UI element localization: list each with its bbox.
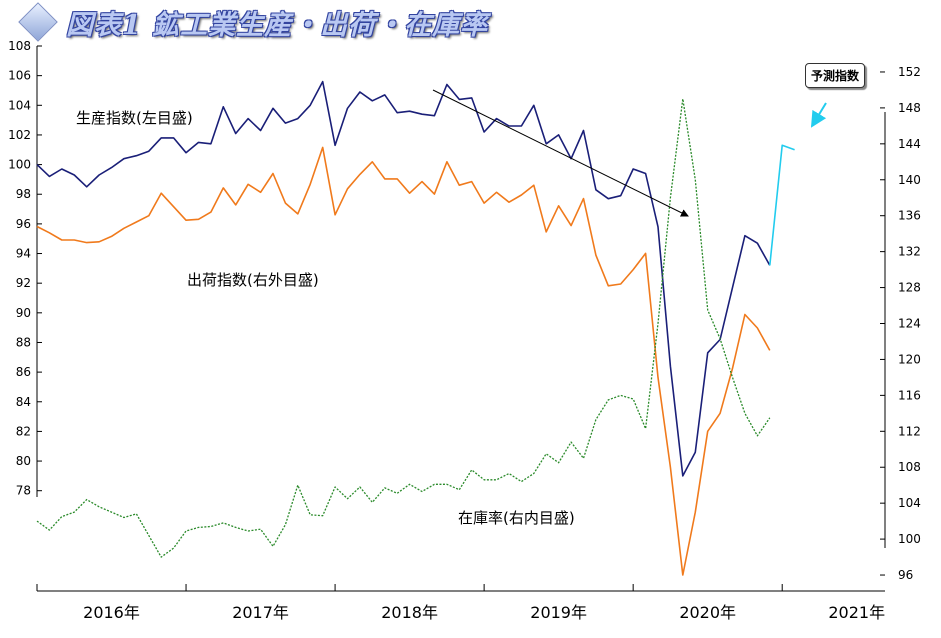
- left-tick-label: 88: [16, 335, 31, 349]
- right-tick-label: 124: [898, 317, 921, 331]
- forecast-callout: 予測指数: [805, 63, 866, 88]
- left-tick-label: 86: [16, 365, 31, 379]
- forecast-line: [769, 144, 795, 266]
- left-tick-label: 104: [8, 98, 31, 112]
- left-tick-label: 106: [8, 69, 31, 83]
- left-tick-label: 82: [16, 424, 31, 438]
- right-tick-label: 112: [898, 424, 921, 438]
- right-tick-label: 108: [898, 460, 921, 474]
- shipments-line: [36, 146, 771, 576]
- right-tick-label: 144: [898, 137, 921, 151]
- right-tick-label: 116: [898, 388, 921, 402]
- right-tick-label: 104: [898, 496, 921, 510]
- left-tick-label: 90: [16, 306, 31, 320]
- left-tick-label: 108: [8, 39, 31, 53]
- left-tick-label: 100: [8, 158, 31, 172]
- x-tick-label: 2018年: [381, 603, 438, 622]
- right-tick-label: 132: [898, 245, 921, 259]
- callout-arrow: [810, 102, 827, 128]
- right-tick-label: 136: [898, 209, 921, 223]
- annotations: 生産指数(左目盛) 出荷指数(右外目盛) 在庫率(右内目盛): [76, 89, 827, 527]
- right-tick-label: 128: [898, 281, 921, 295]
- x-tick-label: 2021年: [828, 603, 885, 622]
- diamond-icon: [18, 2, 58, 42]
- left-tick-label: 78: [16, 484, 31, 498]
- left-axis: 78 80 82 84 86 88 90 92 94 96 98 100 102 104 106 108: [8, 39, 42, 498]
- left-tick-label: 102: [8, 128, 31, 142]
- right-tick-label: 100: [898, 532, 921, 546]
- x-tick-label: 2020年: [679, 603, 736, 622]
- right-tick-label: 140: [898, 173, 921, 187]
- left-tick-label: 92: [16, 276, 31, 290]
- right-tick-label: 96: [898, 568, 913, 582]
- series-group: [36, 80, 795, 576]
- right-tick-label: 152: [898, 65, 921, 79]
- inventory-line: [36, 98, 771, 558]
- x-tick-label: 2017年: [232, 603, 289, 622]
- figure-title: 図表1 鉱工業生産・出荷・在庫率: [18, 2, 488, 42]
- left-tick-label: 96: [16, 217, 31, 231]
- shipments-label: 出荷指数(右外目盛): [187, 271, 319, 289]
- x-tick-label: 2016年: [83, 603, 140, 622]
- right-tick-label: 120: [898, 352, 921, 366]
- x-axis: 2016年 2017年 2018年 2019年 2020年 2021年: [36, 584, 885, 622]
- trend-arrow: [432, 89, 689, 217]
- right-axis: 96 100 104 108 112 116 120 124 128 132 136 140 144 14…: [880, 65, 921, 582]
- inventory-label: 在庫率(右内目盛): [458, 509, 575, 527]
- left-tick-label: 94: [16, 247, 31, 261]
- left-tick-label: 98: [16, 187, 31, 201]
- left-tick-label: 84: [16, 395, 31, 409]
- production-label: 生産指数(左目盛): [76, 109, 193, 127]
- left-tick-label: 80: [16, 454, 31, 468]
- production-line: [36, 80, 771, 477]
- x-tick-label: 2019年: [530, 603, 587, 622]
- right-tick-label: 148: [898, 101, 921, 115]
- title-text: 図表1 鉱工業生産・出荷・在庫率: [66, 9, 489, 41]
